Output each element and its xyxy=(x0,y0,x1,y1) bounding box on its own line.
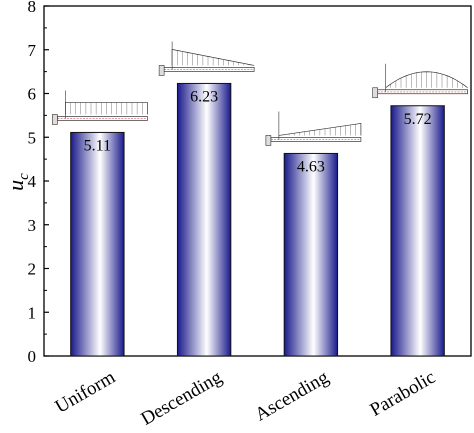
y-tick-label: 1 xyxy=(28,303,37,322)
value-label: 5.11 xyxy=(84,137,111,154)
value-label: 4.63 xyxy=(297,158,325,175)
value-label: 5.72 xyxy=(404,111,432,128)
category-labels: Uniform Descending Ascending Parabolic xyxy=(52,367,439,430)
category-label: Parabolic xyxy=(366,367,439,421)
bars xyxy=(70,82,445,357)
category-label: Uniform xyxy=(52,367,119,418)
bar-ascending xyxy=(283,152,339,357)
bar-uniform xyxy=(70,131,125,357)
y-tick-label: 7 xyxy=(28,41,37,60)
y-axis: 0 1 2 3 4 5 6 7 8 xyxy=(28,0,49,366)
inset-descending-load xyxy=(158,41,255,76)
y-tick-label: 8 xyxy=(28,0,37,16)
y-tick-label: 3 xyxy=(28,216,37,235)
bar-descending xyxy=(176,82,232,357)
y-axis-label: uc xyxy=(3,173,32,191)
inset-ascending-load xyxy=(265,111,362,146)
value-label: 6.23 xyxy=(190,88,218,105)
bar-parabolic xyxy=(390,105,445,357)
y-tick-label: 2 xyxy=(28,260,37,279)
category-label: Descending xyxy=(137,367,226,430)
inset-uniform-load xyxy=(52,90,148,125)
inset-parabolic-load xyxy=(372,63,468,99)
y-tick-label: 0 xyxy=(28,347,37,366)
category-label: Ascending xyxy=(251,367,332,426)
y-tick-label: 5 xyxy=(28,128,37,147)
load-profile-insets xyxy=(52,41,468,146)
y-tick-label: 4 xyxy=(28,172,37,191)
value-labels: 5.11 6.23 4.63 5.72 xyxy=(84,88,432,175)
y-tick-label: 6 xyxy=(28,85,37,104)
